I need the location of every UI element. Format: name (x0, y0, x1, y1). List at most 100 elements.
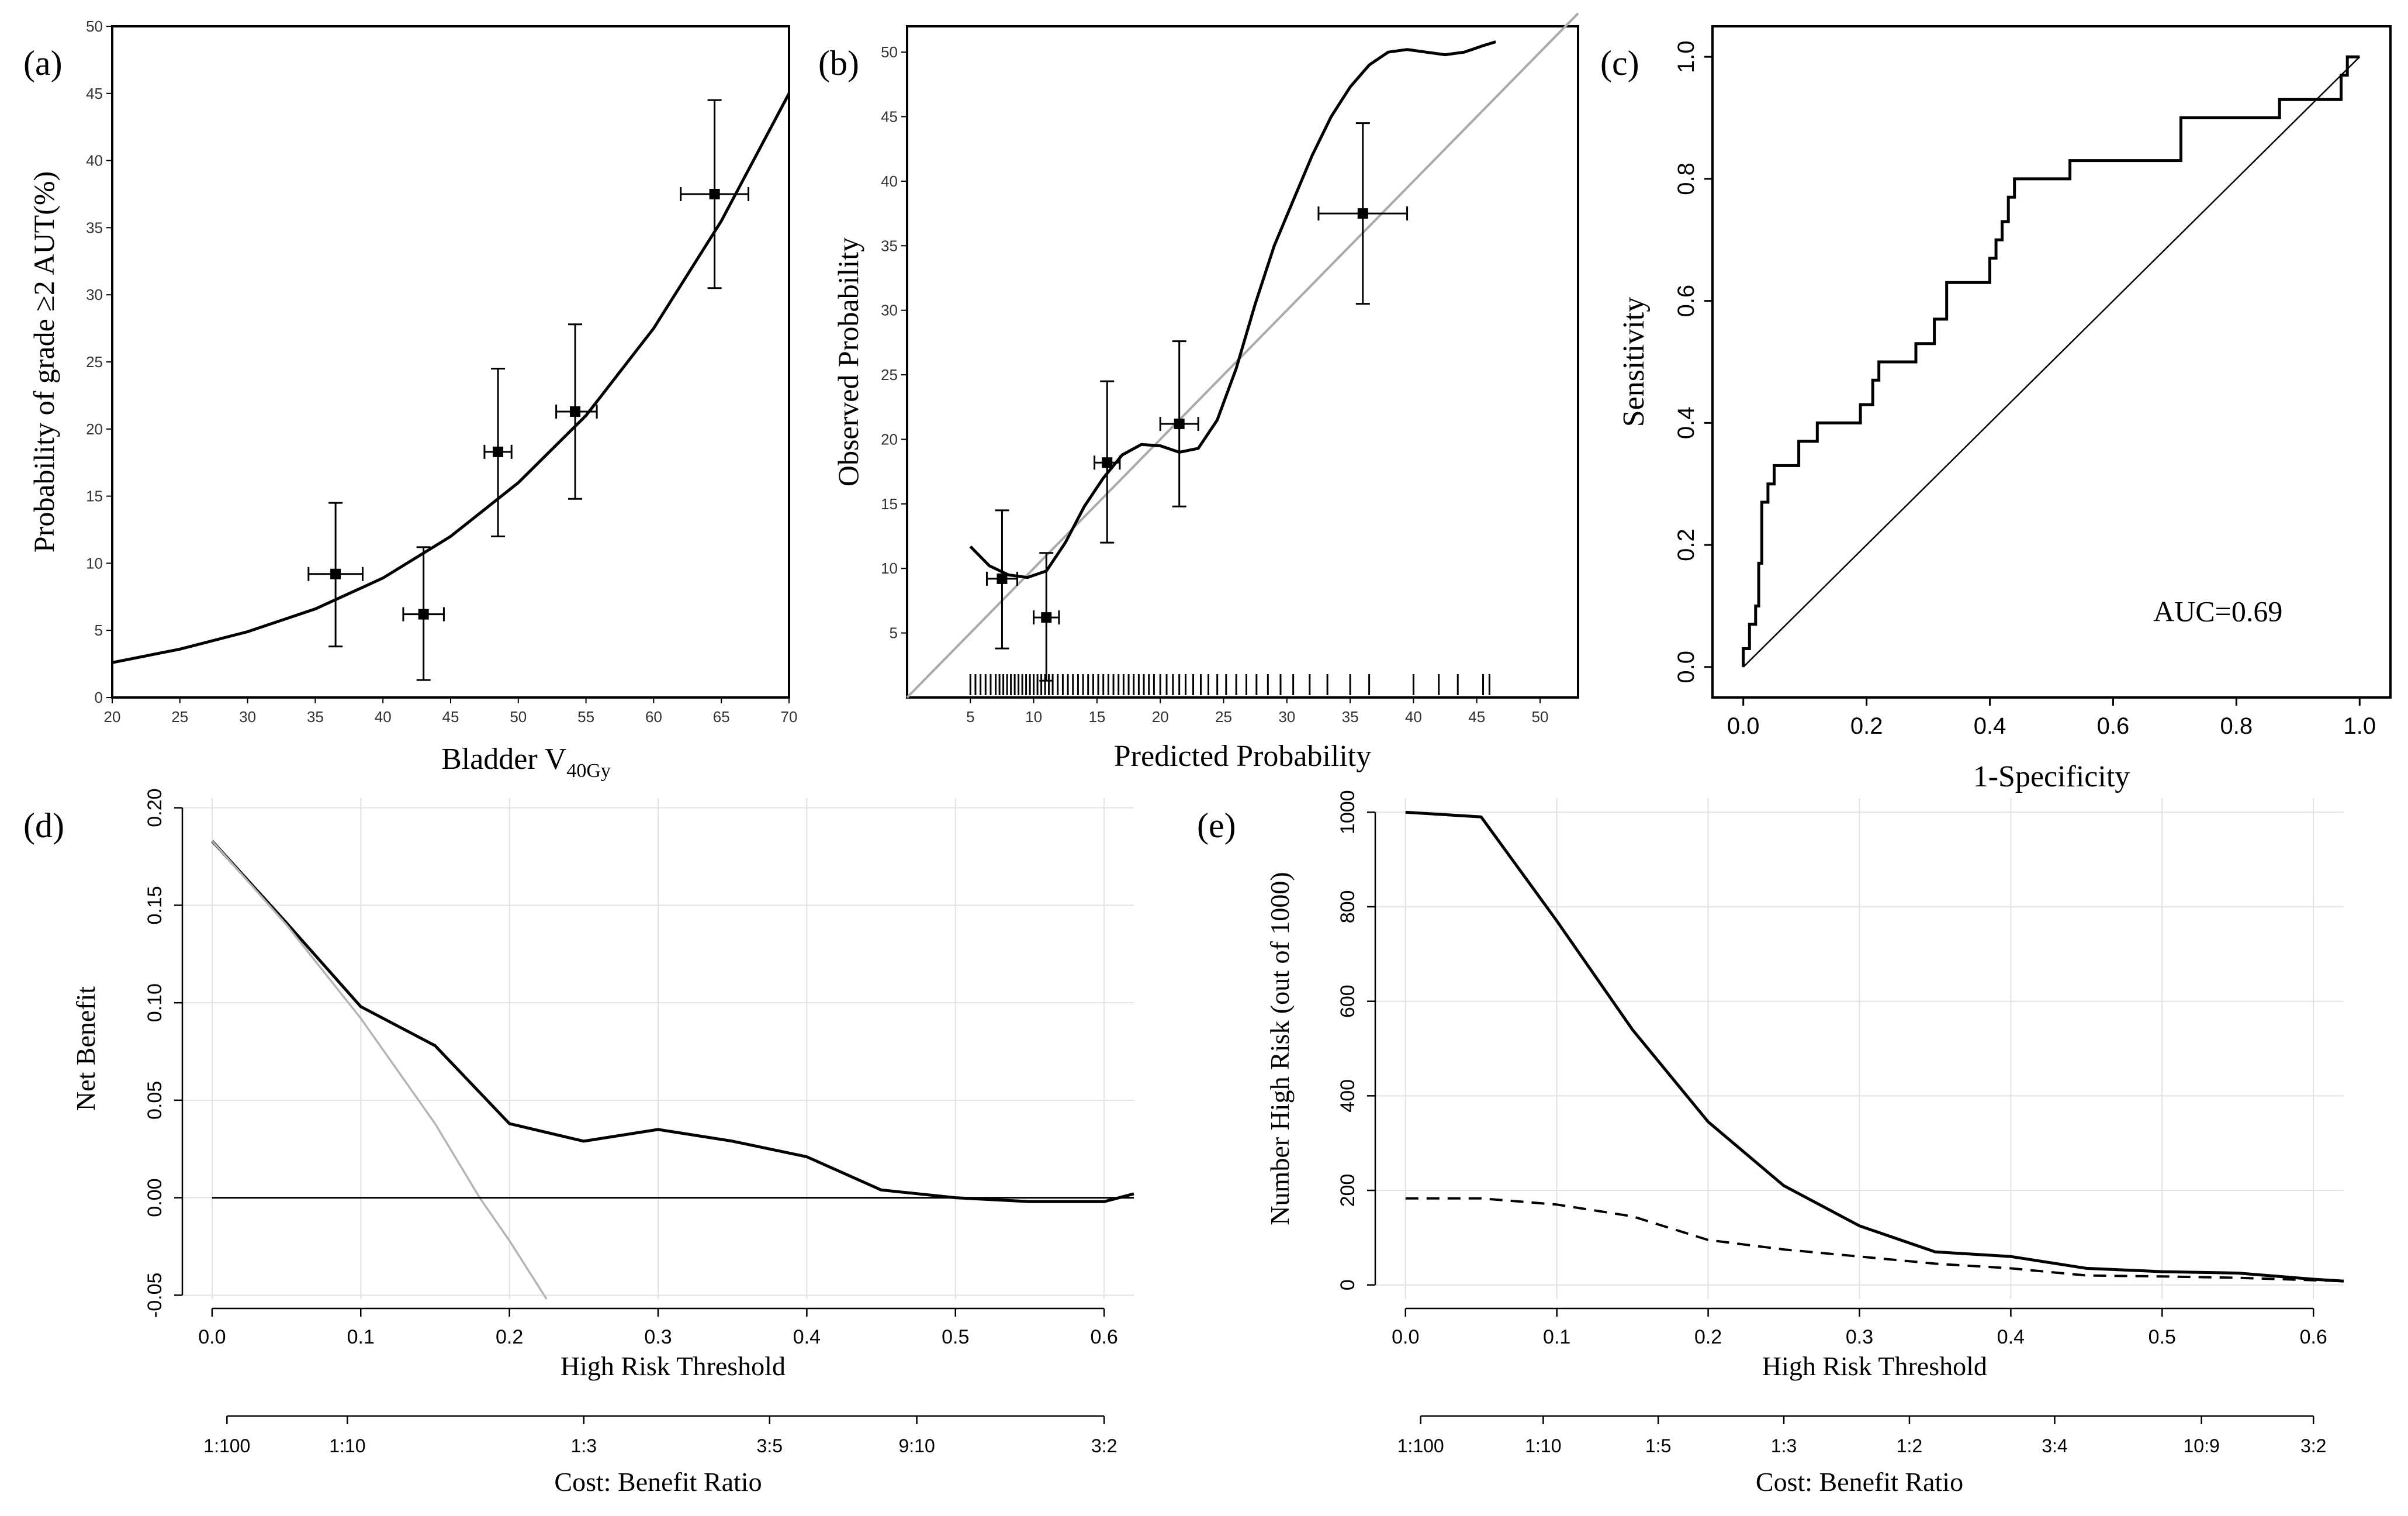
cost-benefit-tick-label: 1:100 (1397, 1435, 1444, 1456)
cost-benefit-tick-label: 10:9 (2183, 1435, 2219, 1456)
data-point-group (985, 509, 1018, 650)
high-risk-curve (1405, 810, 2344, 1283)
y-tick-label: 400 (1337, 1079, 1359, 1113)
x-tick-label: 35 (1342, 708, 1359, 726)
data-point-group (1033, 552, 1060, 682)
data-point-group (1094, 380, 1121, 544)
x-tick-label: 50 (1532, 708, 1549, 726)
x-tick-label: 50 (510, 708, 527, 726)
data-point-marker (1041, 612, 1052, 623)
y-tick-label: 50 (86, 18, 103, 35)
cost-benefit-tick-label: 3:5 (757, 1435, 783, 1456)
y-tick-label: 0.6 (1673, 285, 1699, 317)
y-tick-label: 0 (1337, 1279, 1359, 1290)
y-tick-label: 0.4 (1673, 407, 1699, 440)
fitted-curve (112, 92, 791, 664)
x-tick-label: 40 (375, 708, 392, 726)
y-tick-label: 800 (1337, 890, 1359, 924)
x-tick-label: 25 (171, 708, 188, 726)
y-tick-label: 5 (95, 621, 103, 639)
y-tick-label: 15 (86, 488, 103, 505)
x-tick-label: 30 (239, 708, 256, 726)
cost-benefit-tick-label: 1:10 (1525, 1435, 1561, 1456)
x-tick-label: 10 (1025, 708, 1042, 726)
x-tick-label: 70 (781, 708, 798, 726)
y-tick-label: 600 (1337, 985, 1359, 1018)
y-tick-label: 200 (1337, 1174, 1359, 1207)
x-tick-label: 0.8 (2220, 713, 2253, 739)
data-point-marker (418, 609, 429, 620)
cost-benefit-tick-label: 1:5 (1645, 1435, 1671, 1456)
cost-benefit-tick-label: 1:2 (1897, 1435, 1922, 1456)
y-tick-label: 20 (86, 420, 103, 438)
data-point-marker (570, 406, 581, 417)
y-tick-label: 0.8 (1673, 163, 1699, 195)
y-axis-label: Sensitivity (1617, 297, 1651, 427)
data-point-marker (1357, 208, 1368, 219)
x-tick-label: 0.4 (1974, 713, 2006, 739)
data-point-group (1317, 122, 1409, 305)
cost-benefit-tick-label: 3:2 (1091, 1435, 1117, 1456)
data-point-group (555, 323, 598, 500)
x-tick-label: 0.0 (198, 1326, 226, 1348)
panel-b: 5 10 15 20 25 30 35 40 45 50 5 10 15 20 25 30 35 40 45 50 (b… (818, 12, 1579, 773)
data-point-marker (997, 573, 1008, 584)
treat-all-line (211, 840, 548, 1300)
x-tick-label: 0.6 (2300, 1326, 2327, 1348)
high-risk-with-outcome-curve (1405, 1197, 2344, 1283)
x-tick-label: 0.0 (1727, 713, 1760, 739)
data-point-marker (493, 446, 504, 457)
y-tick-label: 45 (86, 85, 103, 102)
cost-benefit-tick-label: 1:3 (571, 1435, 597, 1456)
panel-d: 0.0 0.1 0.2 0.3 0.4 0.5 0.6 -0.05 0.00 0.05 0.10 0.… (23, 789, 1134, 1497)
y-tick-label: -0.05 (144, 1273, 166, 1318)
y-tick-label: 50 (881, 43, 898, 61)
x-tick-label: 0.0 (1392, 1326, 1419, 1348)
y-tick-label: 0 (95, 689, 103, 706)
cost-benefit-tick-label: 1:100 (203, 1435, 250, 1456)
y-tick-label: 5 (890, 624, 898, 642)
x-tick-label: 0.5 (2148, 1326, 2176, 1348)
cost-benefit-tick-label: 3:2 (2300, 1435, 2326, 1456)
x-tick-label: 65 (713, 708, 730, 726)
y-tick-label: 15 (881, 495, 898, 513)
y-tick-label: 0.05 (144, 1081, 166, 1120)
y-tick-label: 35 (86, 219, 103, 236)
x-tick-label: 45 (442, 708, 459, 726)
cost-benefit-tick-label: 1:3 (1771, 1435, 1797, 1456)
y-axis-label: Observed Probability (832, 237, 864, 486)
reference-diagonal (1742, 56, 2361, 668)
x-tick-label: 0.3 (644, 1326, 672, 1348)
y-tick-label: 0.0 (1673, 651, 1699, 683)
y-tick-label: 25 (881, 366, 898, 384)
plot-frame (1711, 25, 2392, 699)
plot-frame (906, 25, 1579, 699)
y-tick-label: 30 (881, 302, 898, 319)
y-tick-label: 20 (881, 430, 898, 448)
data-point-marker (330, 568, 341, 579)
x-tick-label: 45 (1468, 708, 1485, 726)
x-tick-label: 5 (966, 708, 974, 726)
panel-label-d: (d) (23, 806, 64, 845)
y-axis-label: Probability of grade ≥2 AUT(%) (27, 171, 60, 552)
x-tick-label: 15 (1088, 708, 1105, 726)
panel-label-e: (e) (1197, 806, 1236, 845)
y-tick-label: 45 (881, 108, 898, 126)
cost-benefit-axis-label: Cost: Benefit Ratio (1756, 1467, 1963, 1497)
panel-a: 20 25 30 35 40 45 50 55 60 65 70 0 5 10 15 20 25 30 35 40 45… (23, 18, 797, 782)
panel-label-b: (b) (818, 44, 859, 82)
net-benefit-curve (211, 840, 1134, 1203)
panels: 20 25 30 35 40 45 50 55 60 65 70051015202530354045… (23, 12, 2392, 1497)
x-tick-label: 60 (645, 708, 662, 726)
y-tick-label: 0.2 (1673, 529, 1699, 561)
x-tick-label: 0.2 (1694, 1326, 1722, 1348)
smoothed-calibration-curve (969, 40, 1496, 579)
y-axis-label: Number High Risk (out of 1000) (1265, 872, 1295, 1225)
data-point-marker (709, 189, 720, 199)
y-tick-label: 1000 (1337, 790, 1359, 834)
x-tick-label: 40 (1405, 708, 1422, 726)
x-axis-label: High Risk Threshold (561, 1351, 786, 1381)
auc-annotation: AUC=0.69 (2153, 595, 2282, 628)
data-point-group (680, 99, 750, 289)
